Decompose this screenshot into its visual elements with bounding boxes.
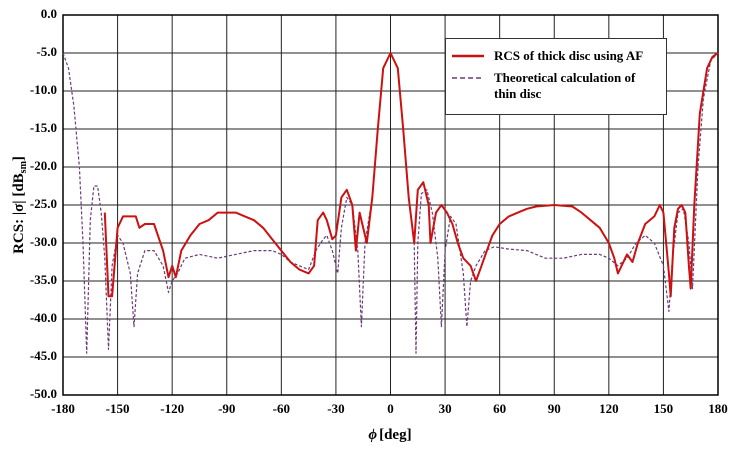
y-tick-label: -5.0 xyxy=(36,44,57,59)
series-line xyxy=(103,52,719,298)
legend-label: RCS of thick disc using AF xyxy=(494,48,644,63)
y-tick-label: -50.0 xyxy=(30,386,57,401)
x-tick-label: -60 xyxy=(273,401,290,416)
legend-label: Theoretical calculation of thin disc xyxy=(494,70,636,101)
y-tick-label: 0.0 xyxy=(41,6,57,21)
x-tick-label: -150 xyxy=(106,401,130,416)
legend-swatch xyxy=(452,54,484,58)
x-tick-label: 90 xyxy=(548,401,561,416)
y-tick-label: -40.0 xyxy=(30,310,57,325)
legend-entry: Theoretical calculation of thin disc xyxy=(450,70,660,102)
x-tick-label: 180 xyxy=(708,401,728,416)
y-tick-label: -10.0 xyxy=(30,82,57,97)
y-tick-label: -20.0 xyxy=(30,158,57,173)
y-tick-label: -30.0 xyxy=(30,234,57,249)
x-tick-label: 0 xyxy=(387,401,394,416)
y-tick-label: -45.0 xyxy=(30,348,57,363)
x-tick-label: 120 xyxy=(599,401,619,416)
y-tick-label: -35.0 xyxy=(30,272,57,287)
x-label-text: [deg] xyxy=(379,427,412,443)
x-tick-label: -180 xyxy=(51,401,75,416)
x-tick-label: -120 xyxy=(160,401,184,416)
x-tick-label: 150 xyxy=(654,401,674,416)
legend-entry: RCS of thick disc using AF xyxy=(450,48,660,64)
x-tick-label: 60 xyxy=(493,401,506,416)
plot-frame xyxy=(62,14,719,396)
y-label-sub: sm xyxy=(18,160,29,173)
y-label-end: ] xyxy=(11,156,27,161)
x-axis-label: ϕ [deg] xyxy=(368,427,411,443)
legend-swatch xyxy=(452,77,484,79)
x-label-symbol: ϕ xyxy=(368,427,377,443)
x-tick-label: -90 xyxy=(218,401,235,416)
y-tick-label: -15.0 xyxy=(30,120,57,135)
legend: RCS of thick disc using AF Theoretical ca… xyxy=(445,38,667,115)
x-tick-label: 30 xyxy=(439,401,452,416)
y-label-text: RCS: |σ| [dB xyxy=(11,173,27,254)
y-tick-label: -25.0 xyxy=(30,196,57,211)
x-tick-label: -30 xyxy=(327,401,344,416)
y-axis-label: RCS: |σ| [dBsm] xyxy=(11,156,29,254)
